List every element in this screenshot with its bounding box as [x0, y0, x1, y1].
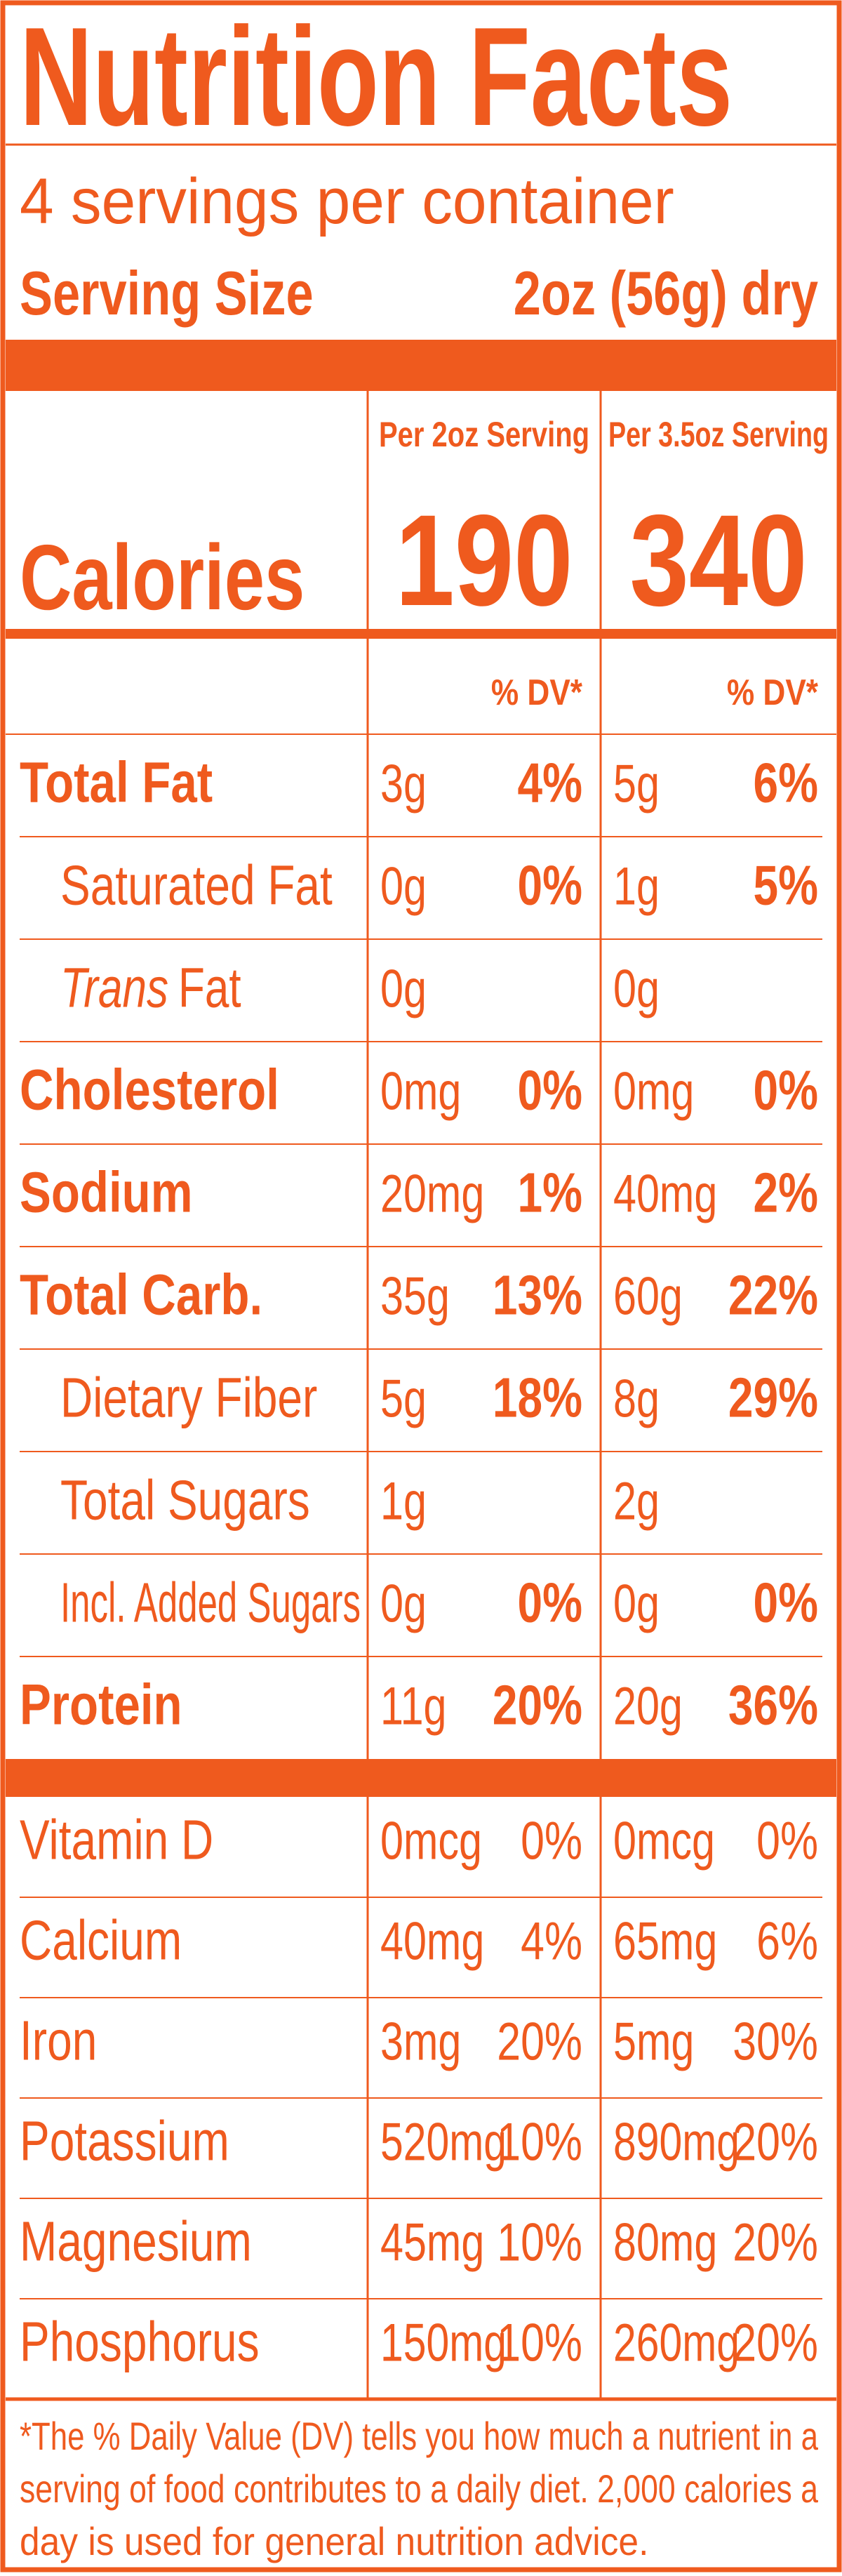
amount: 8g [613, 1369, 660, 1428]
nutrient-name: Dietary Fiber [60, 1366, 317, 1428]
amount: 40mg [380, 1912, 484, 1972]
dv-heading: % DV* [491, 672, 583, 713]
daily-value: 6% [756, 1912, 818, 1972]
amount: 0g [613, 1574, 660, 1633]
amount: 11g [380, 1676, 447, 1736]
daily-value: 20% [497, 2012, 582, 2072]
serving-heading: Per 2oz Serving [379, 415, 589, 454]
daily-value: 2% [754, 1161, 819, 1223]
amount: 40mg [613, 1164, 717, 1223]
amount: 3mg [380, 2012, 461, 2072]
amount: 60g [613, 1266, 683, 1326]
daily-value: 4% [521, 1912, 582, 1972]
vitamin-name: Phosphorus [20, 2311, 260, 2373]
amount: 150mg [380, 2313, 507, 2373]
daily-value: 1% [518, 1161, 583, 1223]
nutrient-name: Total Carb. [20, 1263, 262, 1327]
amount: 890mg [613, 2113, 740, 2172]
serving-heading: Per 3.5oz Serving [608, 415, 829, 454]
servings: 4 servings per container [20, 166, 674, 237]
amount: 1g [380, 1471, 427, 1531]
footnote-line: serving of food contributes to a daily d… [20, 2467, 819, 2511]
thick-bar [6, 1759, 836, 1797]
nutrient-name: Total Sugars [60, 1468, 310, 1531]
daily-value: 30% [733, 2012, 818, 2072]
daily-value: 0% [756, 1812, 818, 1871]
calorie-value: 190 [395, 489, 573, 633]
amount: 0mg [380, 1061, 461, 1121]
daily-value: 20% [733, 2313, 818, 2373]
serving-size-label: Serving Size [20, 258, 314, 328]
amount: 45mg [380, 2213, 484, 2273]
daily-value: 0% [518, 854, 583, 916]
daily-value: 29% [728, 1366, 818, 1428]
amount: 0mcg [380, 1812, 482, 1871]
daily-value: 10% [497, 2113, 582, 2172]
daily-value: 0% [754, 1571, 819, 1633]
daily-value: 22% [728, 1263, 818, 1326]
daily-value: 10% [497, 2313, 582, 2373]
amount: 2g [613, 1471, 660, 1531]
daily-value: 0% [754, 1058, 819, 1121]
amount: 3g [380, 754, 427, 814]
vitamin-name: Iron [20, 2010, 97, 2072]
daily-value: 10% [497, 2213, 582, 2273]
nutrient-name: Total Fat [20, 750, 213, 814]
amount: 5g [380, 1369, 427, 1428]
daily-value: 36% [728, 1673, 818, 1736]
daily-value: 20% [733, 2113, 818, 2172]
amount: 0g [380, 1574, 427, 1633]
amount: 0g [380, 856, 427, 916]
daily-value: 20% [493, 1673, 582, 1736]
vitamin-name: Vitamin D [20, 1809, 213, 1871]
title: Nutrition Facts [20, 0, 733, 155]
footnote-line: day is used for general nutrition advice… [20, 2519, 648, 2563]
serving-size-value: 2oz (56g) dry [514, 258, 818, 328]
amount: 80mg [613, 2213, 717, 2273]
thick-bar [6, 340, 836, 391]
amount: 65mg [613, 1912, 717, 1972]
daily-value: 13% [493, 1263, 582, 1326]
daily-value: 0% [518, 1571, 583, 1633]
amount: 1g [613, 856, 660, 916]
nutrient-name: TransFat [60, 956, 241, 1018]
footnote-line: *The % Daily Value (DV) tells you how mu… [20, 2414, 819, 2458]
daily-value: 0% [521, 1812, 582, 1871]
amount: 520mg [380, 2113, 507, 2172]
medium-bar [6, 629, 836, 639]
nutrient-name: Cholesterol [20, 1058, 279, 1122]
nutrient-name-italic: Trans [60, 956, 168, 1018]
dv-heading: % DV* [727, 672, 819, 713]
amount: 0g [380, 959, 427, 1018]
amount: 260mg [613, 2313, 740, 2373]
nutrient-name: Saturated Fat [60, 854, 333, 916]
nutrient-name-rest: Fat [178, 956, 241, 1018]
amount: 0g [613, 959, 660, 1018]
vitamin-name: Calcium [20, 1909, 182, 1972]
amount: 35g [380, 1266, 450, 1326]
calories-label: Calories [20, 526, 305, 629]
daily-value: 4% [518, 751, 583, 814]
amount: 20mg [380, 1164, 484, 1223]
daily-value: 5% [754, 854, 819, 916]
amount: 20g [613, 1676, 683, 1736]
nutrient-name: Sodium [20, 1160, 193, 1224]
nutrient-name: Protein [20, 1673, 182, 1737]
amount: 5g [613, 754, 660, 814]
amount: 5mg [613, 2012, 694, 2072]
amount: 0mg [613, 1061, 694, 1121]
daily-value: 18% [493, 1366, 582, 1428]
daily-value: 6% [754, 751, 819, 814]
vitamin-name: Magnesium [20, 2210, 252, 2273]
daily-value: 20% [733, 2213, 818, 2273]
calorie-value: 340 [629, 489, 807, 633]
amount: 0mcg [613, 1812, 715, 1871]
vitamin-name: Potassium [20, 2110, 229, 2172]
daily-value: 0% [518, 1058, 583, 1121]
nutrient-name: Incl. Added Sugars [60, 1571, 361, 1633]
